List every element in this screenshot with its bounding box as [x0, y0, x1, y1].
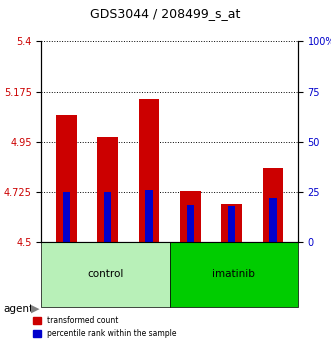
Text: imatinib: imatinib: [212, 269, 255, 279]
Bar: [139, 99, 159, 242]
Text: control: control: [87, 269, 124, 279]
Text: ▶: ▶: [31, 304, 40, 314]
Bar: [104, 192, 111, 242]
Bar: [56, 115, 76, 242]
Text: agent: agent: [3, 304, 33, 314]
FancyBboxPatch shape: [41, 242, 170, 307]
Bar: [269, 198, 277, 242]
Bar: [263, 168, 283, 242]
Bar: [63, 192, 70, 242]
Bar: [228, 206, 235, 242]
FancyBboxPatch shape: [170, 242, 298, 307]
Legend: transformed count, percentile rank within the sample: transformed count, percentile rank withi…: [30, 313, 180, 341]
Bar: [97, 137, 118, 242]
Bar: [145, 189, 153, 242]
Bar: [221, 204, 242, 242]
Bar: [187, 205, 194, 242]
Text: GDS3044 / 208499_s_at: GDS3044 / 208499_s_at: [90, 7, 241, 20]
Bar: [180, 191, 201, 242]
